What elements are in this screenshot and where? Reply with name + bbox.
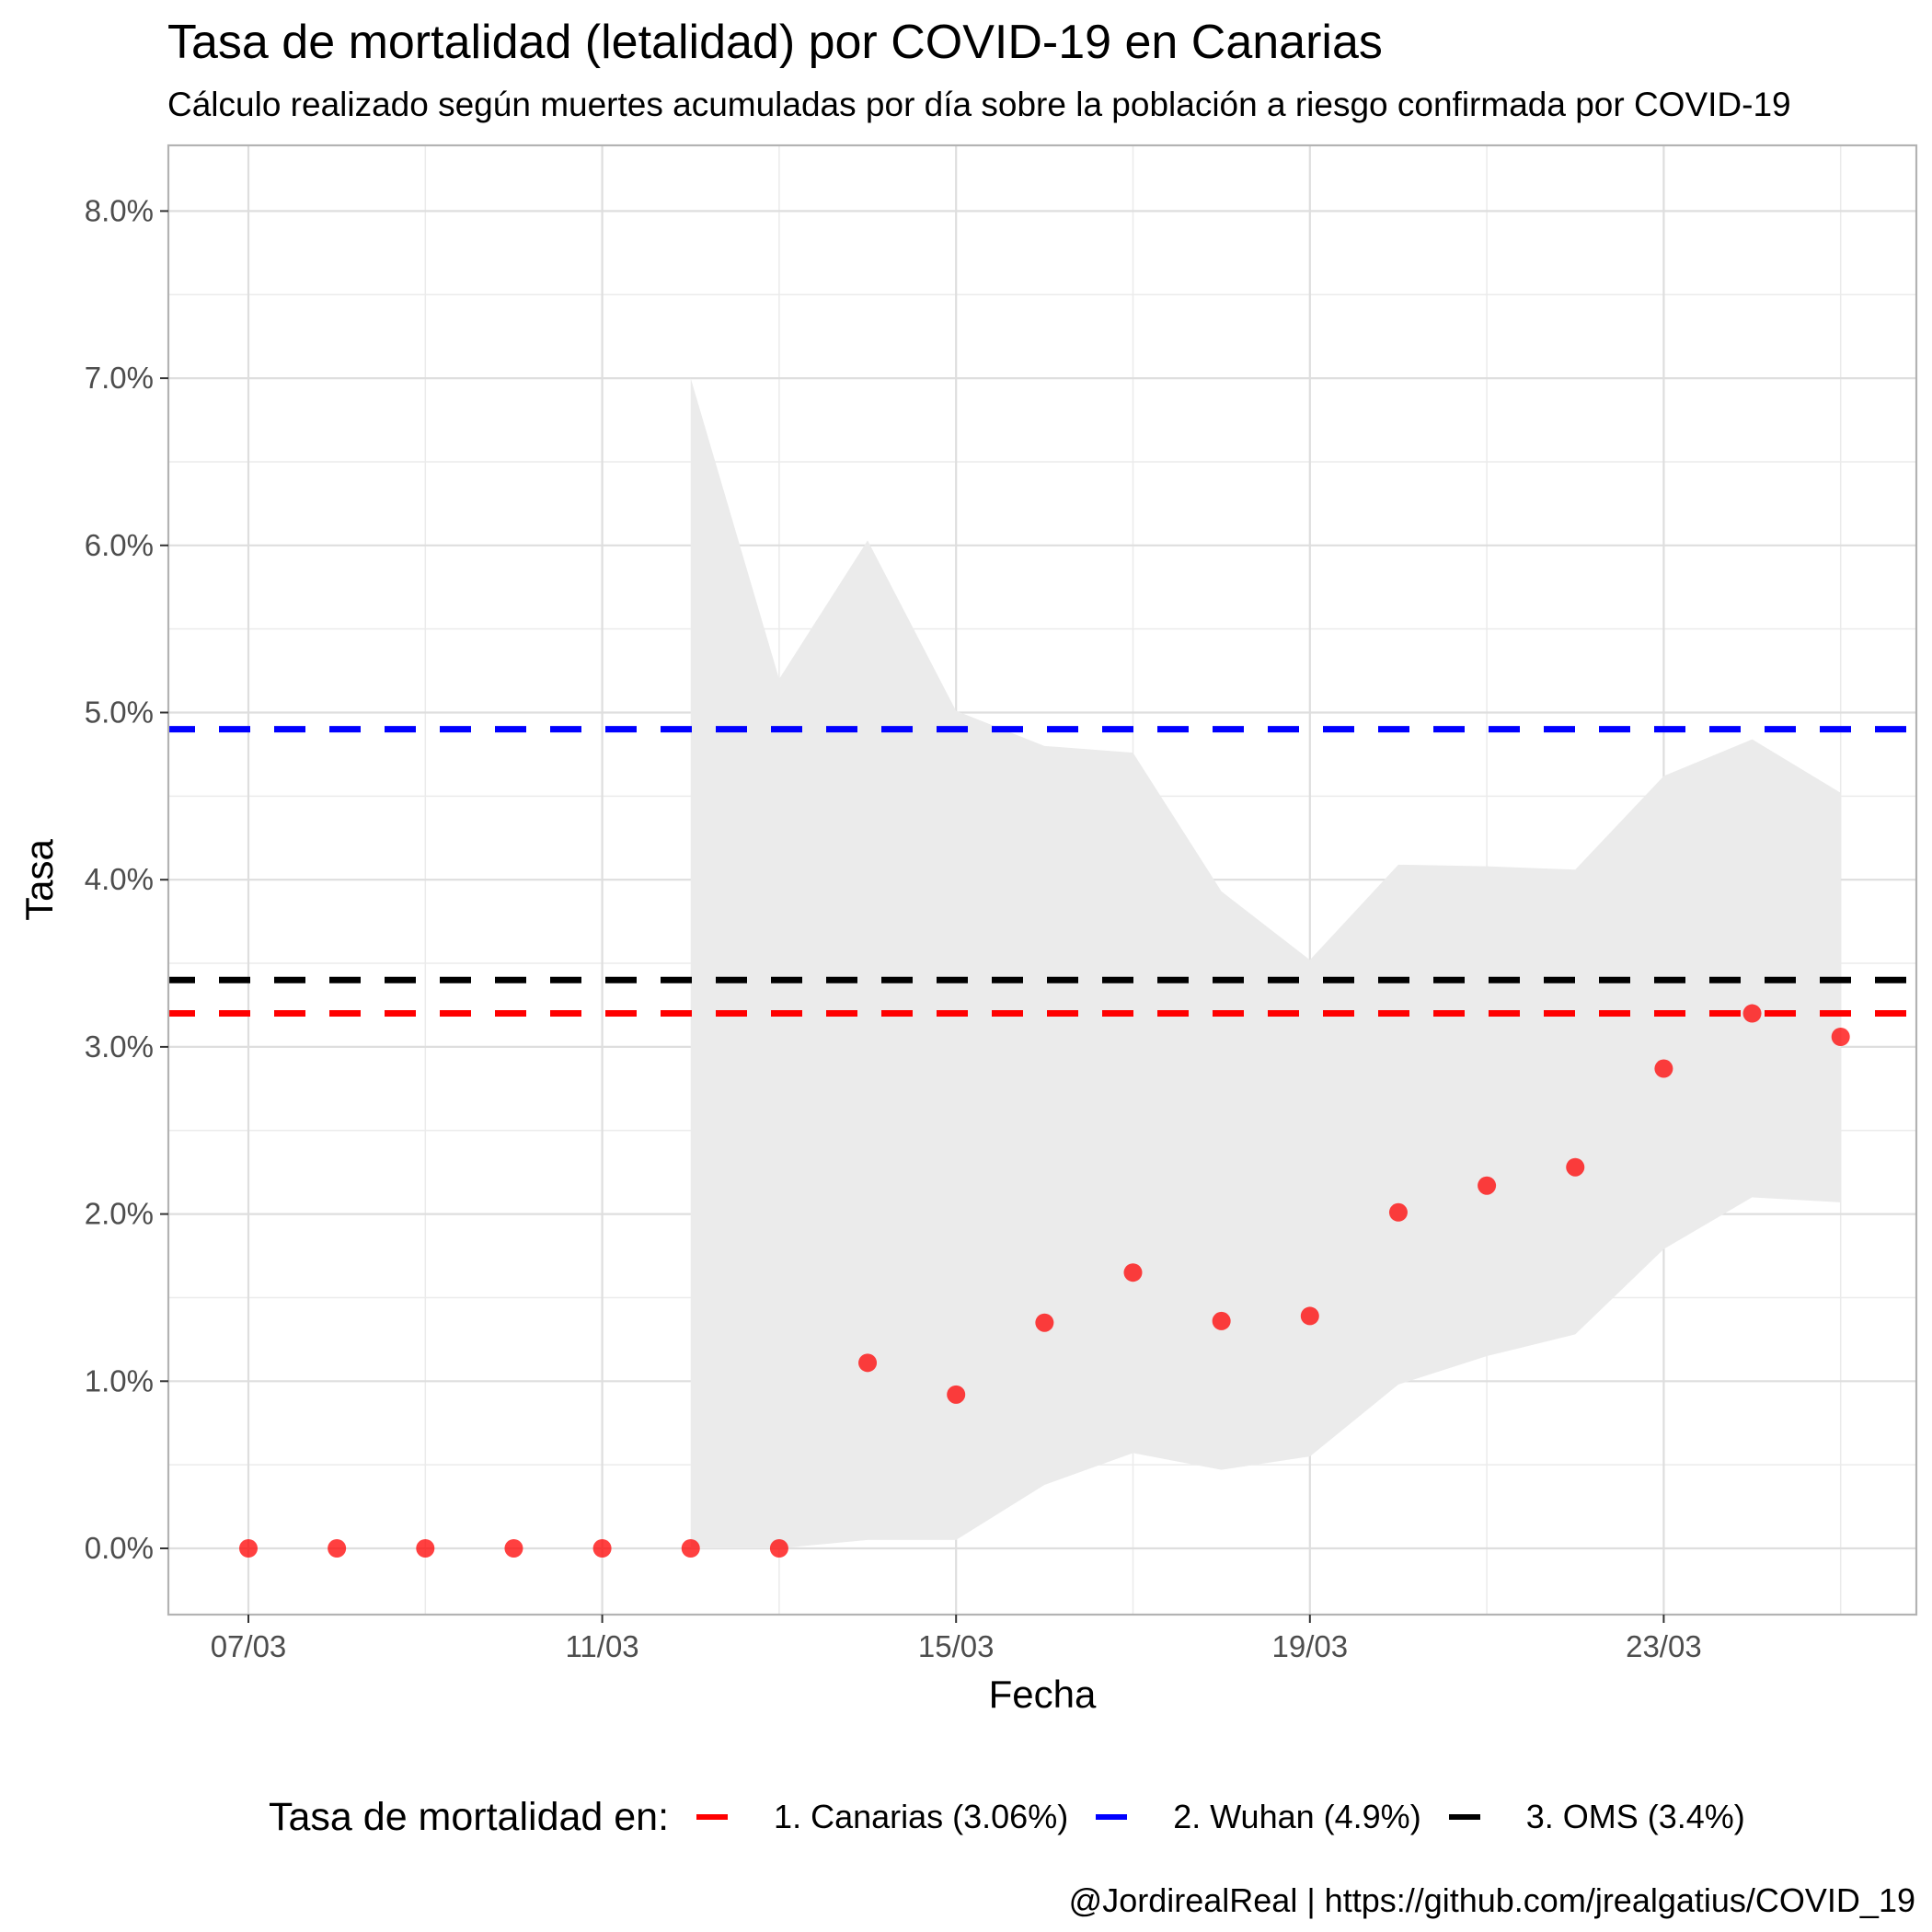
x-tick-label: 23/03 [1626, 1629, 1702, 1663]
data-points [239, 1004, 1850, 1558]
data-point [1388, 1202, 1408, 1222]
y-tick-label: 7.0% [85, 361, 154, 395]
chart-title: Tasa de mortalidad (letalidad) por COVID… [167, 16, 1383, 69]
x-tick-label: 07/03 [211, 1629, 287, 1663]
data-point [858, 1353, 878, 1373]
data-point [1212, 1311, 1231, 1330]
legend-label-wuhan: 2. Wuhan (4.9%) [1173, 1798, 1421, 1835]
data-point [1478, 1176, 1497, 1195]
y-axis-title: Tasa [17, 839, 61, 921]
y-tick-label: 1.0% [85, 1363, 154, 1397]
data-point [681, 1539, 700, 1558]
legend-title: Tasa de mortalidad en: [269, 1794, 670, 1839]
y-tick-label: 6.0% [85, 528, 154, 562]
data-point [947, 1385, 966, 1404]
data-point [504, 1539, 523, 1558]
legend-key-canarias [696, 1814, 729, 1820]
x-tick-label: 11/03 [566, 1629, 639, 1663]
legend-item-canarias: 1. Canarias (3.06%) [696, 1798, 1068, 1836]
data-point [239, 1539, 258, 1558]
y-tick-label: 2.0% [85, 1197, 154, 1231]
legend: Tasa de mortalidad en: 1. Canarias (3.06… [0, 1789, 1932, 1845]
legend-item-oms: 3. OMS (3.4%) [1448, 1798, 1745, 1836]
data-point [1300, 1306, 1319, 1326]
y-tick-label: 5.0% [85, 696, 154, 730]
confidence-band [690, 378, 1841, 1549]
chart-subtitle: Cálculo realizado según muertes acumulad… [167, 86, 1791, 123]
data-point [592, 1539, 612, 1558]
x-tick-label: 19/03 [1272, 1629, 1349, 1663]
legend-item-wuhan: 2. Wuhan (4.9%) [1096, 1798, 1421, 1836]
data-point [1654, 1059, 1673, 1078]
data-point [769, 1539, 788, 1558]
data-point [1123, 1263, 1143, 1282]
legend-key-wuhan [1096, 1814, 1128, 1820]
legend-label-oms: 3. OMS (3.4%) [1525, 1798, 1745, 1835]
y-tick-label: 0.0% [85, 1531, 154, 1565]
y-tick-label: 4.0% [85, 862, 154, 896]
data-point [1831, 1027, 1850, 1046]
x-axis-title: Fecha [989, 1673, 1097, 1716]
legend-key-oms [1448, 1814, 1480, 1820]
y-tick-label: 8.0% [85, 193, 154, 227]
legend-label-canarias: 1. Canarias (3.06%) [774, 1798, 1069, 1835]
data-point [1742, 1004, 1762, 1023]
x-tick-label: 15/03 [918, 1629, 995, 1663]
caption: @JordirealReal | https://github.com/jrea… [1068, 1881, 1915, 1919]
data-point [1035, 1313, 1054, 1332]
data-point [1566, 1157, 1585, 1177]
data-point [416, 1539, 435, 1558]
y-tick-label: 3.0% [85, 1029, 154, 1064]
data-point [328, 1539, 347, 1558]
